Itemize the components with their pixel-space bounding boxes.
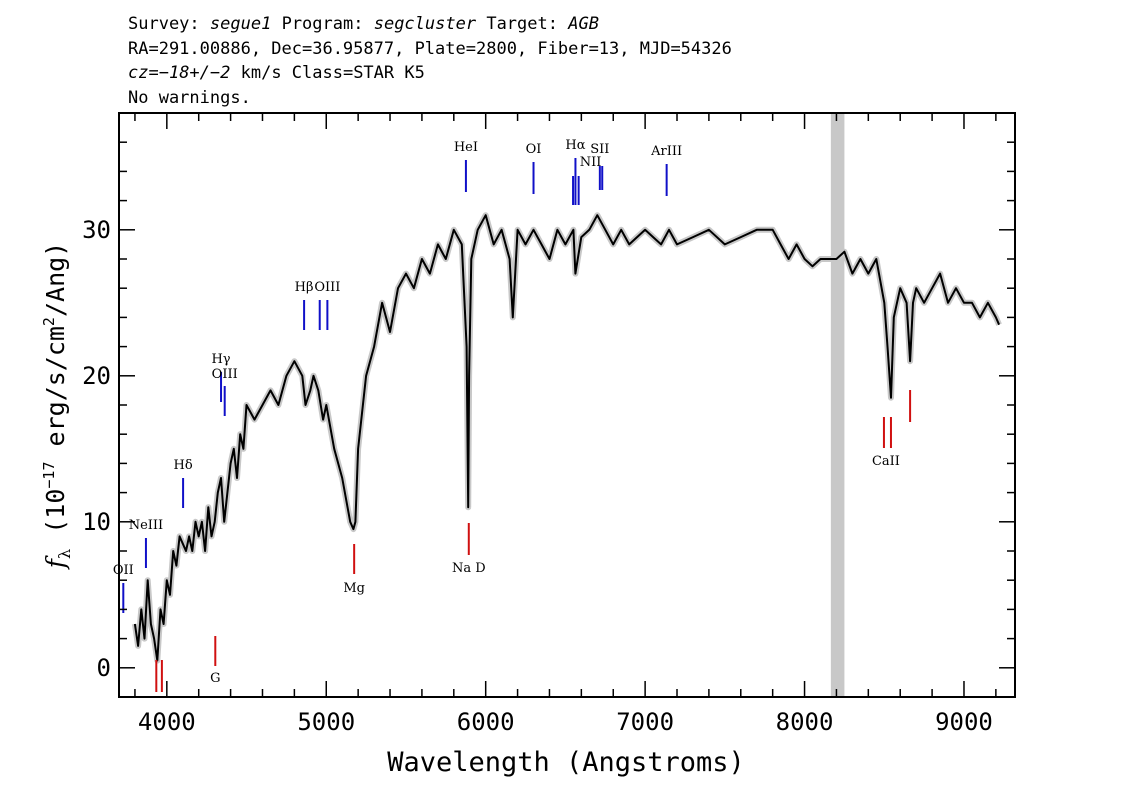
- masked-band: [830, 113, 845, 697]
- emission-line-label: Hβ: [295, 280, 314, 295]
- absorption-line-label: CaII: [872, 454, 900, 469]
- x-tick-label: 6000: [457, 708, 515, 736]
- target-label: Target:: [486, 14, 558, 34]
- absorption-line-label: Na D: [452, 561, 486, 576]
- x-tick-label: 8000: [776, 708, 834, 736]
- flux-series-line: [133, 214, 1001, 662]
- cz-unit: km/s Class=STAR K5: [230, 63, 425, 83]
- emission-line-label: Hδ: [174, 458, 193, 473]
- emission-line-label: OI: [526, 142, 542, 157]
- emission-line-label: SII: [590, 142, 609, 157]
- emission-line-label: Hα: [565, 138, 585, 153]
- survey-value: segue1: [209, 14, 272, 34]
- absorption-line-label: Mg: [343, 581, 365, 596]
- y-axis-label: fλ (10−17 erg/s/cm2/Ang): [40, 242, 74, 570]
- program-label: Program:: [281, 14, 364, 34]
- header-line-4: No warnings.: [128, 88, 251, 108]
- y-tick-label: 0: [97, 654, 111, 682]
- emission-line-label: HeI: [454, 140, 478, 155]
- x-tick-label: 9000: [935, 708, 993, 736]
- x-tick-label: 7000: [616, 708, 674, 736]
- y-tick-label: 10: [82, 508, 111, 536]
- plot-frame: [118, 112, 1016, 698]
- header-line-3: cz=−18+/−2 km/s Class=STAR K5: [128, 63, 425, 83]
- emission-line-label: NeIII: [129, 518, 163, 533]
- emission-line-label: ArIII: [650, 144, 682, 159]
- header-line-1: Survey: segue1 Program: segcluster Targe…: [128, 14, 599, 34]
- flux-error-envelope: [131, 212, 1002, 664]
- target-value: AGB: [568, 14, 599, 34]
- emission-line-label: OIII: [314, 280, 340, 295]
- emission-line-label: OII: [113, 563, 134, 578]
- x-tick-label: 4000: [138, 708, 196, 736]
- y-tick-label: 20: [82, 362, 111, 390]
- emission-line-label: Hγ: [211, 352, 230, 367]
- survey-label: Survey:: [128, 14, 200, 34]
- x-tick-label: 5000: [297, 708, 355, 736]
- emission-line-label: NII: [580, 155, 602, 170]
- y-tick-label: 30: [82, 216, 111, 244]
- absorption-line-label: G: [210, 671, 220, 686]
- header-line-2: RA=291.00886, Dec=36.95877, Plate=2800, …: [128, 39, 732, 59]
- program-value: segcluster: [373, 14, 477, 34]
- cz-value: =−18+/−2: [148, 63, 231, 83]
- x-axis-label: Wavelength (Angstroms): [387, 747, 745, 778]
- cz-label: cz: [128, 63, 149, 83]
- emission-line-label: OIII: [212, 367, 238, 382]
